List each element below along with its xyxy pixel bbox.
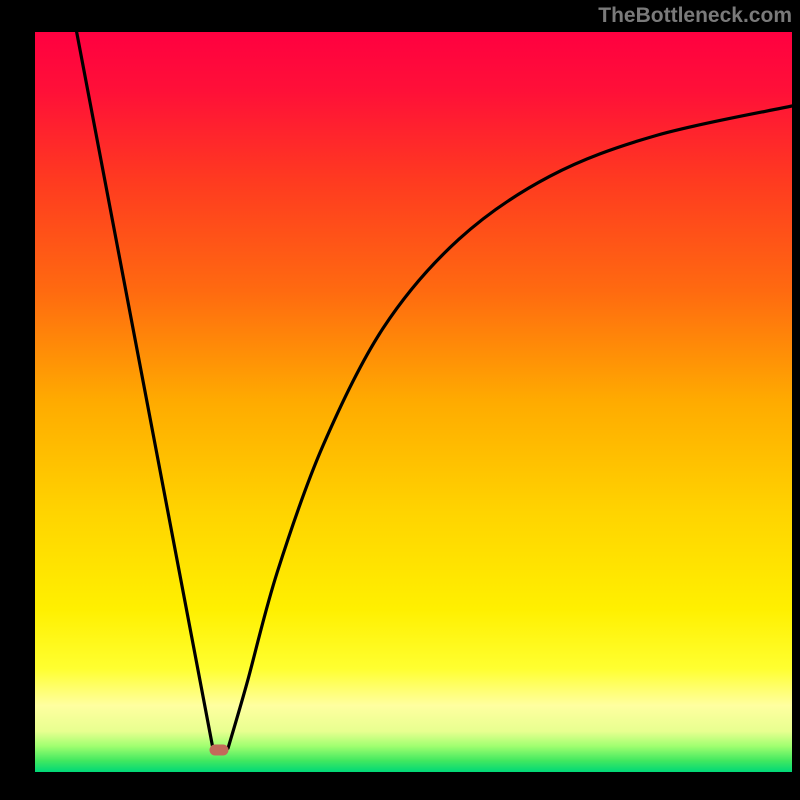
chart-container: TheBottleneck.com [0, 0, 800, 800]
curve-path [77, 32, 792, 748]
bottleneck-curve [35, 32, 792, 772]
optimal-point-marker [209, 744, 228, 755]
plot-area [35, 32, 792, 772]
watermark-text: TheBottleneck.com [598, 4, 792, 28]
